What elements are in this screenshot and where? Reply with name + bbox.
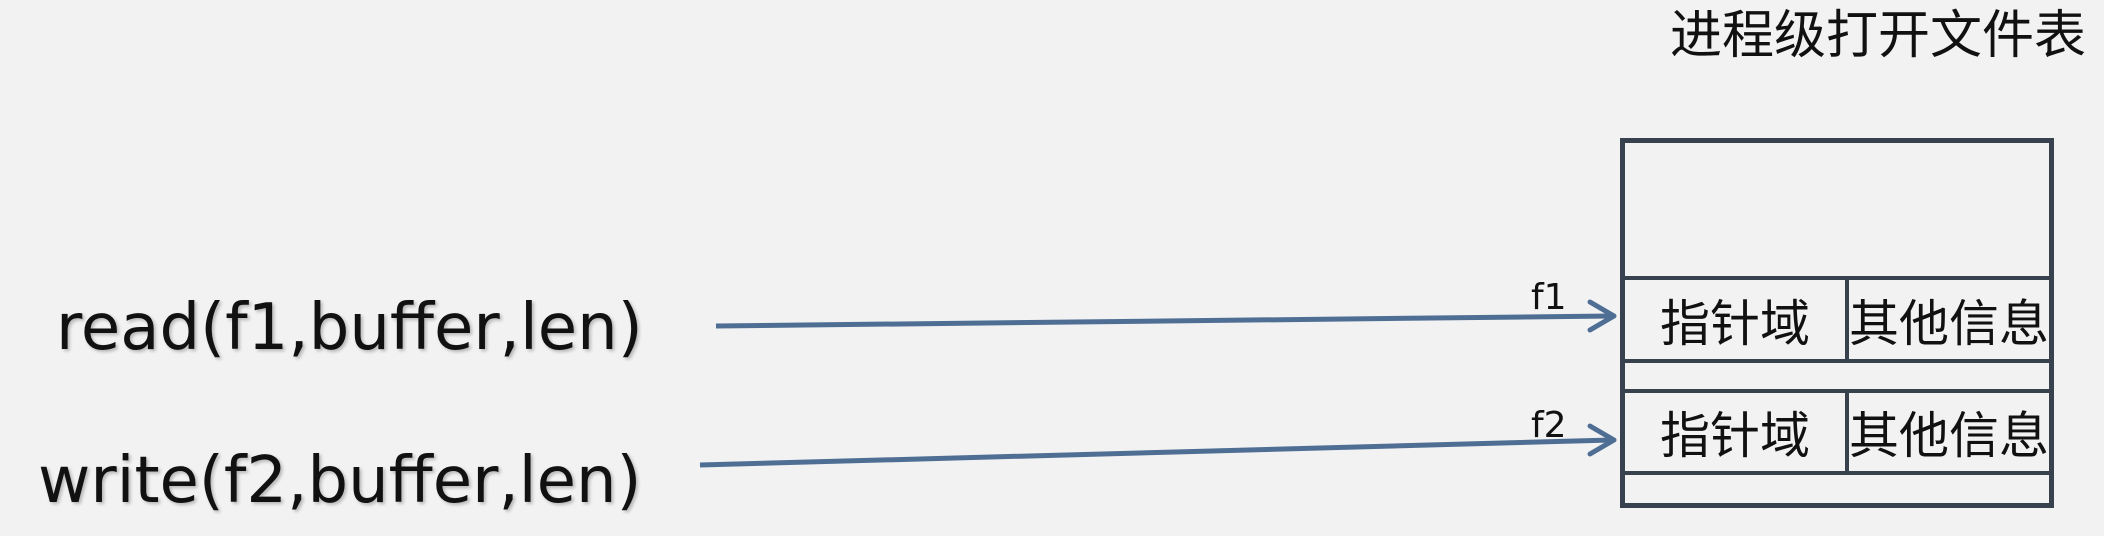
- arrow-read-to-f1: [715, 299, 1617, 333]
- read-call-label: read(f1,buffer,len): [56, 291, 643, 365]
- other-info-cell: 其他信息: [1849, 407, 2049, 465]
- fd-label-f1: f1: [1531, 277, 1567, 318]
- pointer-field-cell: 指针域: [1625, 393, 1849, 471]
- table-entry-f1: 指针域 其他信息: [1625, 280, 2049, 359]
- other-info-cell: 其他信息: [1849, 294, 2049, 353]
- pointer-field-cell: 指针域: [1625, 280, 1849, 359]
- table-row-empty: [1625, 143, 2049, 280]
- open-file-table: 指针域 其他信息 指针域 其他信息: [1620, 138, 2054, 508]
- open-file-table-title: 进程级打开文件表: [1669, 6, 2086, 66]
- fd-label-f2: f2: [1531, 405, 1567, 446]
- table-row-empty: [1625, 359, 2049, 393]
- table-entry-f2: 指针域 其他信息: [1625, 393, 2049, 471]
- arrow-write-to-f2: [699, 423, 1617, 468]
- table-row-empty: [1625, 471, 2049, 508]
- write-call-label: write(f2,buffer,len): [38, 444, 642, 518]
